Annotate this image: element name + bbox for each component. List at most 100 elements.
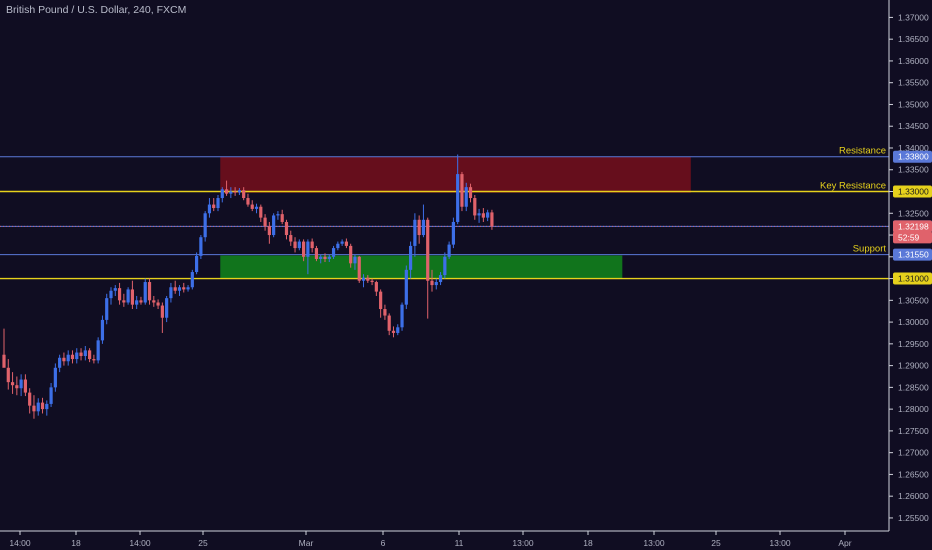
candle-body [117, 288, 122, 301]
candle-body [143, 282, 147, 303]
price-tick-label: 1.27000 [898, 448, 929, 458]
candle-body [404, 269, 408, 305]
time-tick-label: 14:00 [9, 538, 31, 548]
candle-body [216, 198, 220, 209]
candle-body [49, 387, 53, 404]
price-level-label-4: 1.31000 [898, 274, 929, 284]
candle-body [379, 291, 383, 310]
candle-body [15, 385, 19, 389]
candle-body [447, 244, 451, 257]
candle-body [147, 282, 152, 301]
time-tick-label: 18 [583, 538, 593, 548]
candle-body [486, 212, 490, 218]
candle-body [113, 288, 117, 291]
candle-body [207, 204, 212, 214]
time-tick-label: Mar [299, 538, 314, 548]
candle-body [92, 359, 96, 361]
candle-body [413, 219, 417, 246]
price-tick-label: 1.34500 [898, 121, 929, 131]
candle-body [224, 189, 229, 194]
price-level-label-1: 1.33000 [898, 187, 929, 197]
candle-body [75, 352, 79, 360]
candle-body [28, 392, 32, 406]
price-tick-label: 1.27500 [898, 426, 929, 436]
price-level-label-0-box [893, 150, 932, 163]
candle-body [203, 213, 207, 238]
candle-body [45, 403, 49, 410]
candle-body [438, 275, 443, 283]
price-tick-label: 1.34000 [898, 143, 929, 153]
candle-body [109, 290, 113, 299]
candle-body [40, 402, 45, 410]
price-tick-label: 1.28000 [898, 404, 929, 414]
candle-body [259, 206, 263, 218]
candle-body [349, 245, 353, 264]
candle-body [426, 219, 430, 281]
candle-body [152, 300, 156, 303]
price-axis[interactable]: 1.37000 1.36500 1.36000 1.35500 1.35000 1.345… [888, 0, 932, 531]
candle-body [306, 241, 310, 257]
time-axis[interactable]: 14:00 18 14:00 25 Mar 6 11 13:00 18 13:00 25 13:00 A… [0, 530, 889, 548]
candle-body [122, 300, 126, 303]
level-label-0: Resistance [839, 146, 886, 157]
support-zone [220, 255, 623, 279]
candle-body [237, 190, 241, 193]
price-tick-label: 1.30500 [898, 295, 929, 305]
candle-body [212, 204, 216, 209]
candle-body [370, 280, 374, 283]
candle-body [374, 282, 378, 292]
candle-body [250, 204, 254, 209]
candle-body [66, 354, 70, 362]
candle-body [36, 402, 40, 412]
candle-body [284, 221, 289, 236]
candle-body [233, 191, 237, 193]
candle-body [126, 289, 130, 303]
time-tick-label: 18 [71, 538, 81, 548]
candle-body [314, 248, 319, 259]
price-level-label-0: 1.33800 [898, 152, 929, 162]
candle-body [464, 187, 468, 207]
price-tick-label: 1.36000 [898, 56, 929, 66]
time-tick-label: 13:00 [769, 538, 791, 548]
candle-body [105, 298, 109, 320]
candle-body [88, 350, 92, 360]
candle-body [135, 300, 139, 305]
candle-body [460, 174, 464, 207]
price-tick-label: 1.35500 [898, 78, 929, 88]
candle-body [357, 256, 361, 281]
candle-body [6, 367, 10, 383]
price-tick-label: 1.29000 [898, 361, 929, 371]
candle-body [23, 379, 27, 393]
candle-body [70, 354, 75, 360]
candle-body [490, 212, 494, 227]
candle-body [387, 315, 391, 331]
candles-layer [2, 154, 494, 419]
candle-body [297, 241, 301, 249]
candle-body [160, 305, 164, 318]
price-level-label-4-box [893, 272, 932, 285]
candle-body [383, 309, 387, 316]
time-tick-label: 25 [198, 538, 208, 548]
candle-body [417, 219, 421, 236]
price-tick-label: 1.25500 [898, 513, 929, 523]
candle-body [310, 241, 314, 249]
candle-body [400, 304, 404, 328]
price-tick-label: 1.33500 [898, 165, 929, 175]
candle-body [130, 289, 134, 305]
candle-body [336, 243, 340, 249]
candle-body [177, 287, 182, 291]
candle-body [169, 287, 173, 299]
candle-body [199, 237, 203, 256]
candle-body [10, 382, 15, 386]
candle-body [229, 191, 233, 194]
candle-body [473, 198, 477, 216]
candle-body [434, 282, 438, 286]
candle-body [267, 226, 271, 236]
current-price-label: 1.32198 [898, 221, 929, 231]
candle-body [100, 319, 105, 341]
candle-body [456, 174, 460, 222]
candle-body [443, 256, 447, 276]
price-tick-label: 1.37000 [898, 12, 929, 22]
candle-body [396, 327, 400, 333]
